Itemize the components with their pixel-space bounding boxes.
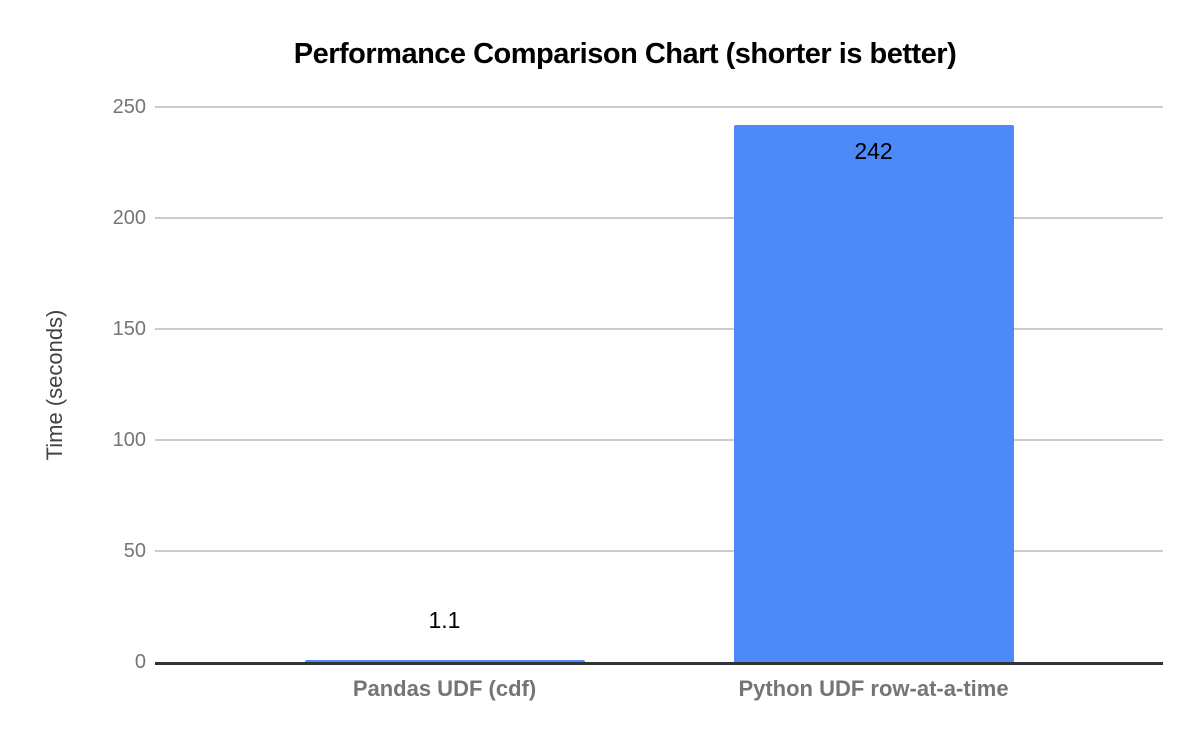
- bar-value-label: 1.1: [428, 606, 461, 633]
- y-axis-title: Time (seconds): [42, 309, 67, 461]
- category-label: Python UDF row-at-a-time: [738, 676, 1009, 701]
- x-axis-baseline: [155, 662, 1163, 665]
- bar-value-label: 242: [854, 137, 893, 164]
- gridline: [155, 439, 1163, 441]
- gridline: [155, 328, 1163, 330]
- gridline: [155, 106, 1163, 108]
- y-tick-label: 100: [112, 429, 146, 451]
- y-tick-label: 200: [112, 207, 146, 229]
- plot-area: 1.1 242: [155, 106, 1163, 665]
- y-tick-label: 250: [112, 96, 146, 118]
- y-tick-label: 50: [123, 540, 146, 562]
- bar-1: [733, 124, 1014, 662]
- y-tick-label: 150: [112, 318, 146, 340]
- chart-title: Performance Comparison Chart (shorter is…: [293, 38, 957, 70]
- gridline: [155, 217, 1163, 219]
- category-label: Pandas UDF (cdf): [352, 676, 537, 701]
- bar-0: [304, 659, 585, 662]
- y-tick-label: 0: [134, 651, 146, 673]
- gridline: [155, 550, 1163, 552]
